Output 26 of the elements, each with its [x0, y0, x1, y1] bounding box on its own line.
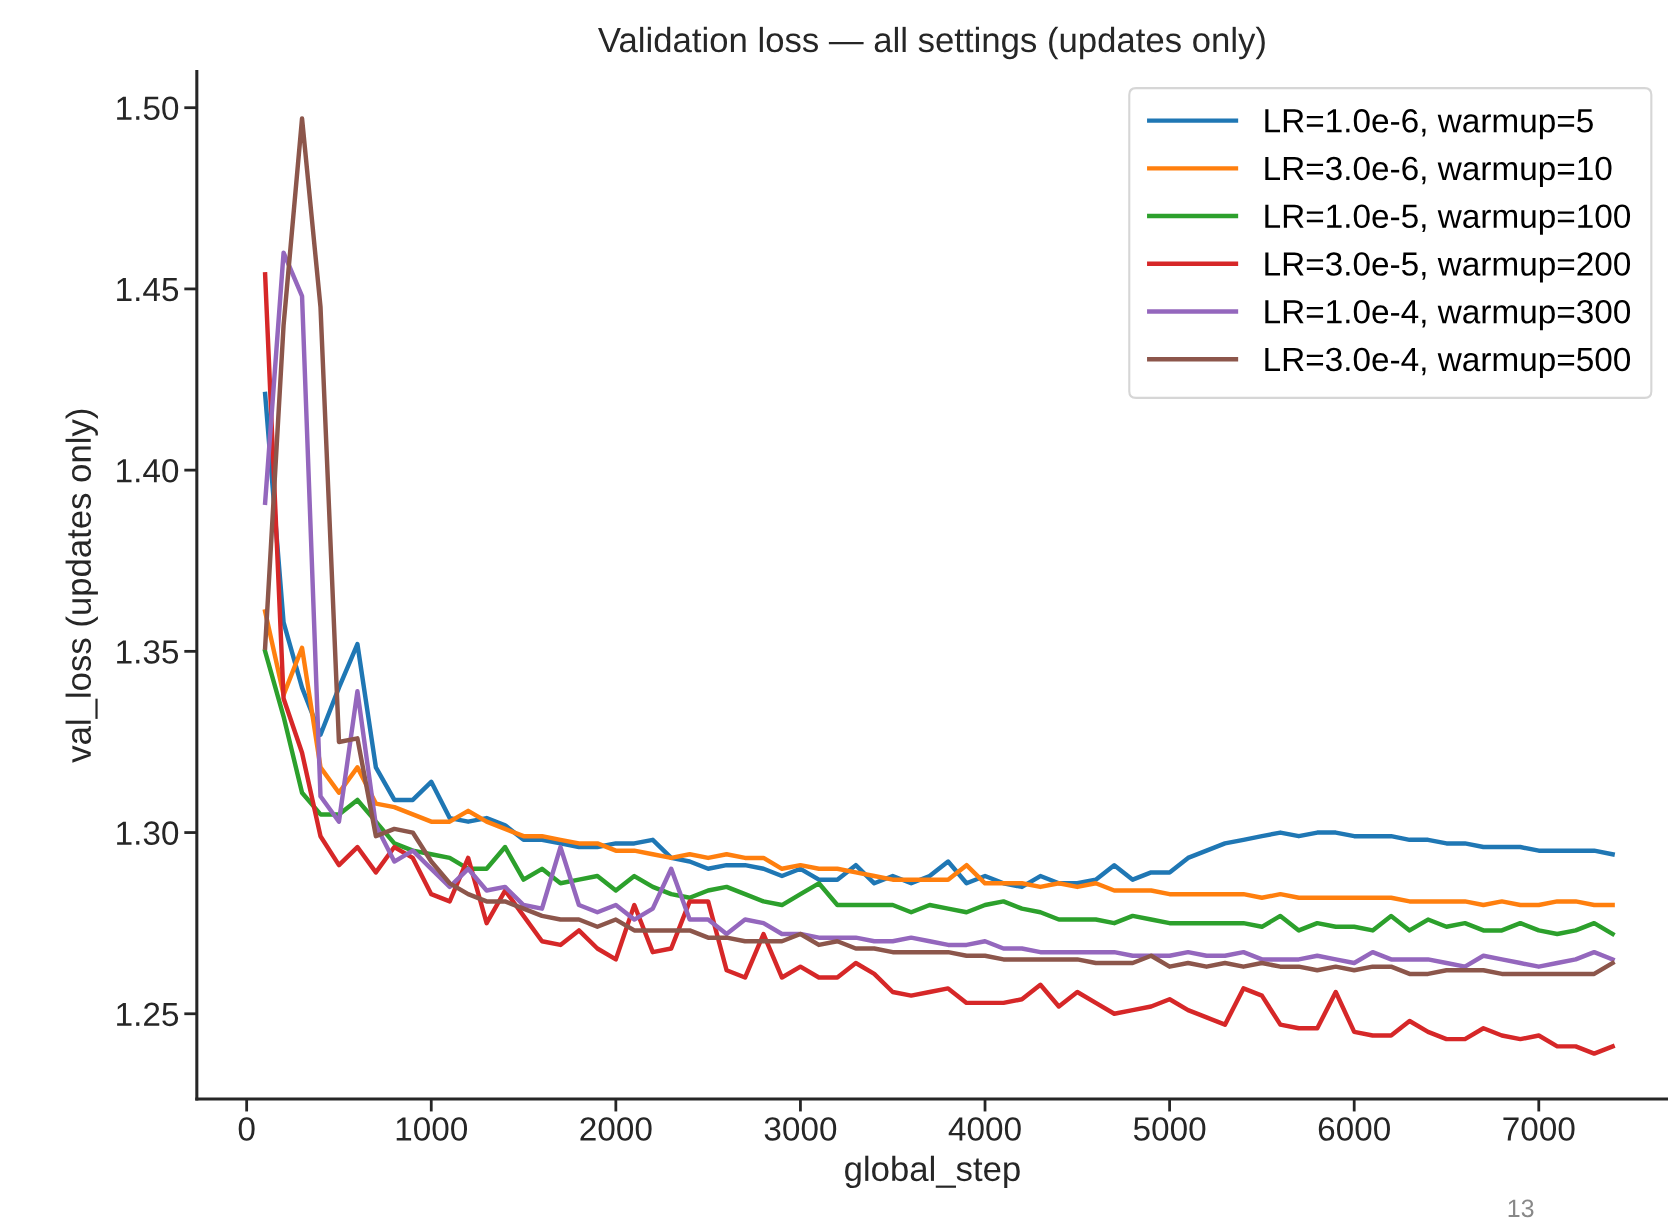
- y-tick-label: 1.50: [117, 96, 179, 121]
- x-tick-label: 2000: [580, 1117, 652, 1141]
- line-series: [262, 609, 1615, 908]
- x-tick-label: 0: [238, 1117, 255, 1141]
- x-tick-label: 6000: [1318, 1117, 1390, 1141]
- x-axis-title: global_step: [845, 1155, 1020, 1189]
- chart-title: Validation loss — all settings (updates only): [598, 26, 1265, 60]
- legend-label: LR=1.0e-4, warmup=300: [1265, 299, 1631, 331]
- legend-label: LR=1.0e-5, warmup=100: [1265, 204, 1631, 235]
- y-tick-label: 1.35: [117, 640, 179, 664]
- legend-label: LR=1.0e-6, warmup=5: [1265, 109, 1593, 140]
- legend-label: LR=3.0e-4, warmup=500: [1265, 347, 1631, 378]
- x-tick-label: 1000: [396, 1117, 468, 1141]
- x-tick-label: 7000: [1503, 1117, 1575, 1141]
- x-tick-label: 5000: [1133, 1117, 1206, 1141]
- line-series: [262, 649, 1615, 937]
- legend-label: LR=3.0e-6, warmup=10: [1265, 156, 1612, 187]
- y-tick-label: 1.25: [117, 1002, 179, 1027]
- x-tick-label: 3000: [764, 1117, 837, 1141]
- legend-label: LR=3.0e-5, warmup=200: [1265, 252, 1631, 283]
- y-tick-label: 1.30: [117, 821, 179, 845]
- y-tick-label: 1.45: [117, 278, 179, 302]
- y-tick-label: 1.40: [117, 458, 179, 483]
- x-tick-label: 4000: [948, 1117, 1021, 1141]
- y-axis-title: val_loss (updates only): [65, 409, 98, 763]
- text: 13: [1508, 1199, 1534, 1218]
